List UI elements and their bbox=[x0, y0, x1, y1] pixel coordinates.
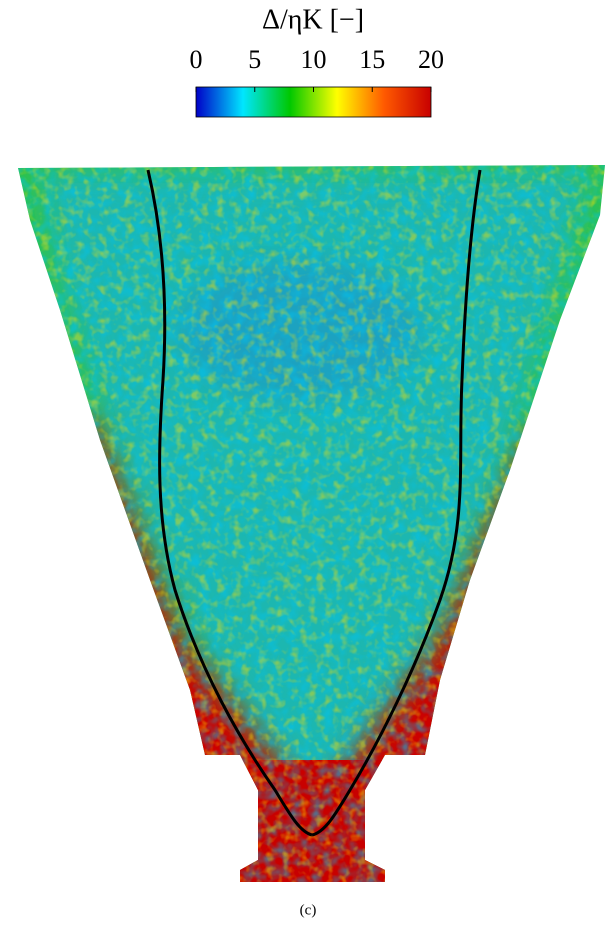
colorbar-tick-label: 0 bbox=[190, 45, 203, 74]
colorbar: 0 5 10 15 20 bbox=[190, 45, 444, 118]
colorbar-title: Δ/ηK [−] bbox=[262, 4, 364, 35]
field bbox=[18, 165, 605, 882]
caption: (c) bbox=[300, 902, 317, 918]
colorbar-tick-label: 10 bbox=[301, 45, 327, 74]
colorbar-tick-label: 20 bbox=[418, 45, 444, 74]
colorbar-tick-label: 15 bbox=[359, 45, 385, 74]
colorbar-tick-label: 5 bbox=[248, 45, 261, 74]
contour-line bbox=[146, 169, 313, 837]
contour-line bbox=[311, 169, 482, 837]
